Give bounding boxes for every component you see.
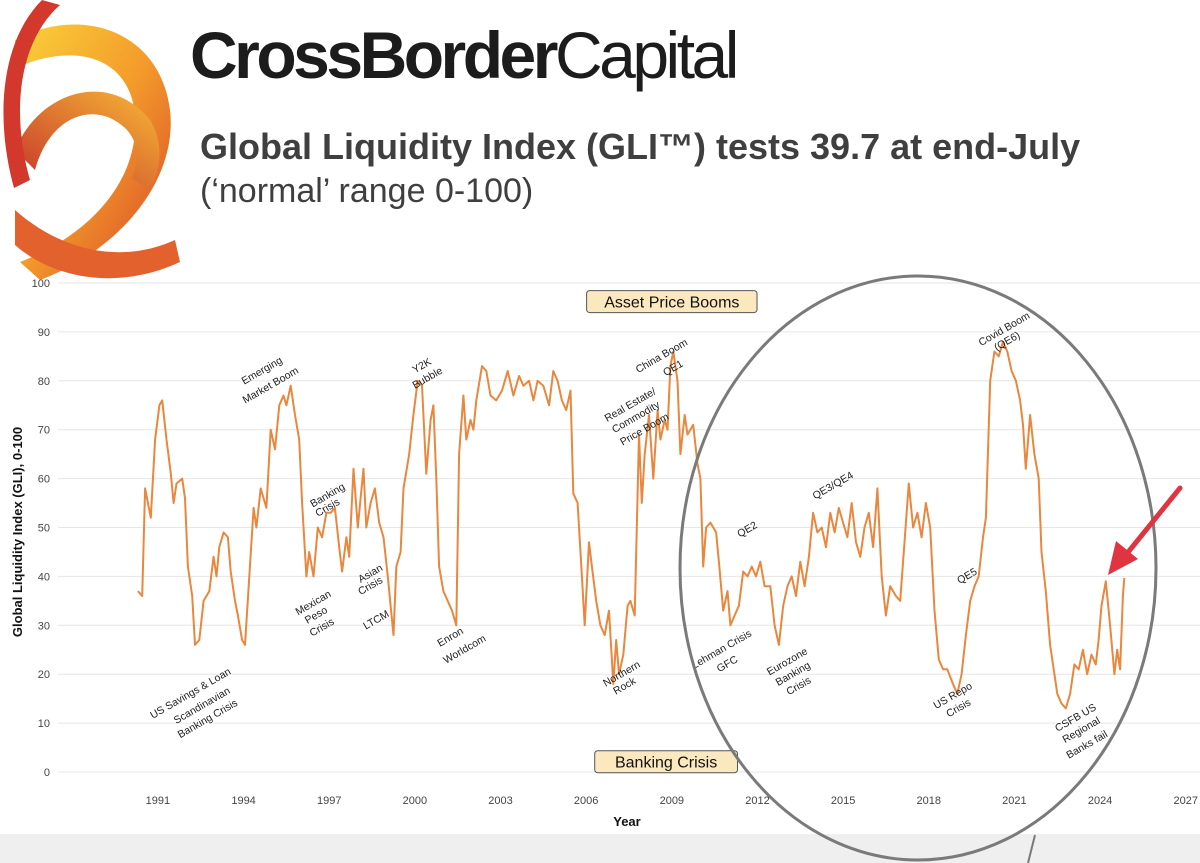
x-tick-label: 2009 [660, 795, 684, 807]
footer-bar [0, 834, 1200, 863]
x-tick-label: 2024 [1088, 795, 1112, 807]
y-tick-label: 40 [38, 571, 50, 583]
y-tick-label: 50 [38, 523, 50, 535]
highlight-circle [678, 274, 1158, 862]
boxed-label: Banking Crisis [615, 755, 717, 772]
brand-name-part2: Capital [554, 18, 739, 92]
highlight-circle-tail [1027, 834, 1036, 863]
gli-series-line [137, 340, 1126, 710]
y-tick-label: 70 [38, 425, 50, 437]
y-tick-label: 80 [38, 376, 50, 388]
y-tick-label: 90 [38, 327, 50, 339]
headline-title: Global Liquidity Index (GLI™) tests 39.7… [200, 126, 1081, 167]
event-annotation: LTCM [361, 608, 391, 632]
x-tick-label: 2000 [403, 795, 427, 807]
x-tick-label: 2012 [745, 795, 769, 807]
y-tick-label: 100 [32, 278, 50, 290]
x-tick-label: 2018 [917, 795, 941, 807]
y-tick-label: 0 [44, 767, 50, 779]
boxed-label-background [586, 290, 758, 314]
y-tick-label: 20 [38, 669, 50, 681]
y-tick-label: 60 [38, 474, 50, 486]
brand-name-part1: CrossBorder [190, 18, 558, 92]
x-tick-label: 1991 [146, 795, 170, 807]
x-tick-label: 1997 [317, 795, 341, 807]
x-tick-label: 2021 [1002, 795, 1026, 807]
x-axis-title: Year [613, 814, 640, 829]
headline-subtitle: (‘normal’ range 0-100) [200, 172, 534, 210]
y-tick-label: 30 [38, 620, 50, 632]
event-annotation: QE3/QE4 [811, 469, 856, 502]
boxed-label: Asset Price Booms [604, 295, 739, 312]
event-annotation: QE2 [735, 519, 759, 540]
y-tick-label: 10 [38, 718, 50, 730]
y-axis-title: Global Liquidity Index (GLI), 0-100 [10, 427, 25, 637]
logo-swirl-graphic [3, 0, 180, 280]
pointer-arrow [1108, 485, 1183, 575]
x-tick-label: 2015 [831, 795, 855, 807]
x-tick-label: 2027 [1173, 795, 1197, 807]
x-tick-label: 2006 [574, 795, 598, 807]
brand-logo-text: CrossBorderCapital [190, 22, 739, 88]
x-tick-label: 1994 [231, 795, 255, 807]
boxed-label-background [594, 750, 739, 774]
x-tick-label: 2003 [488, 795, 512, 807]
